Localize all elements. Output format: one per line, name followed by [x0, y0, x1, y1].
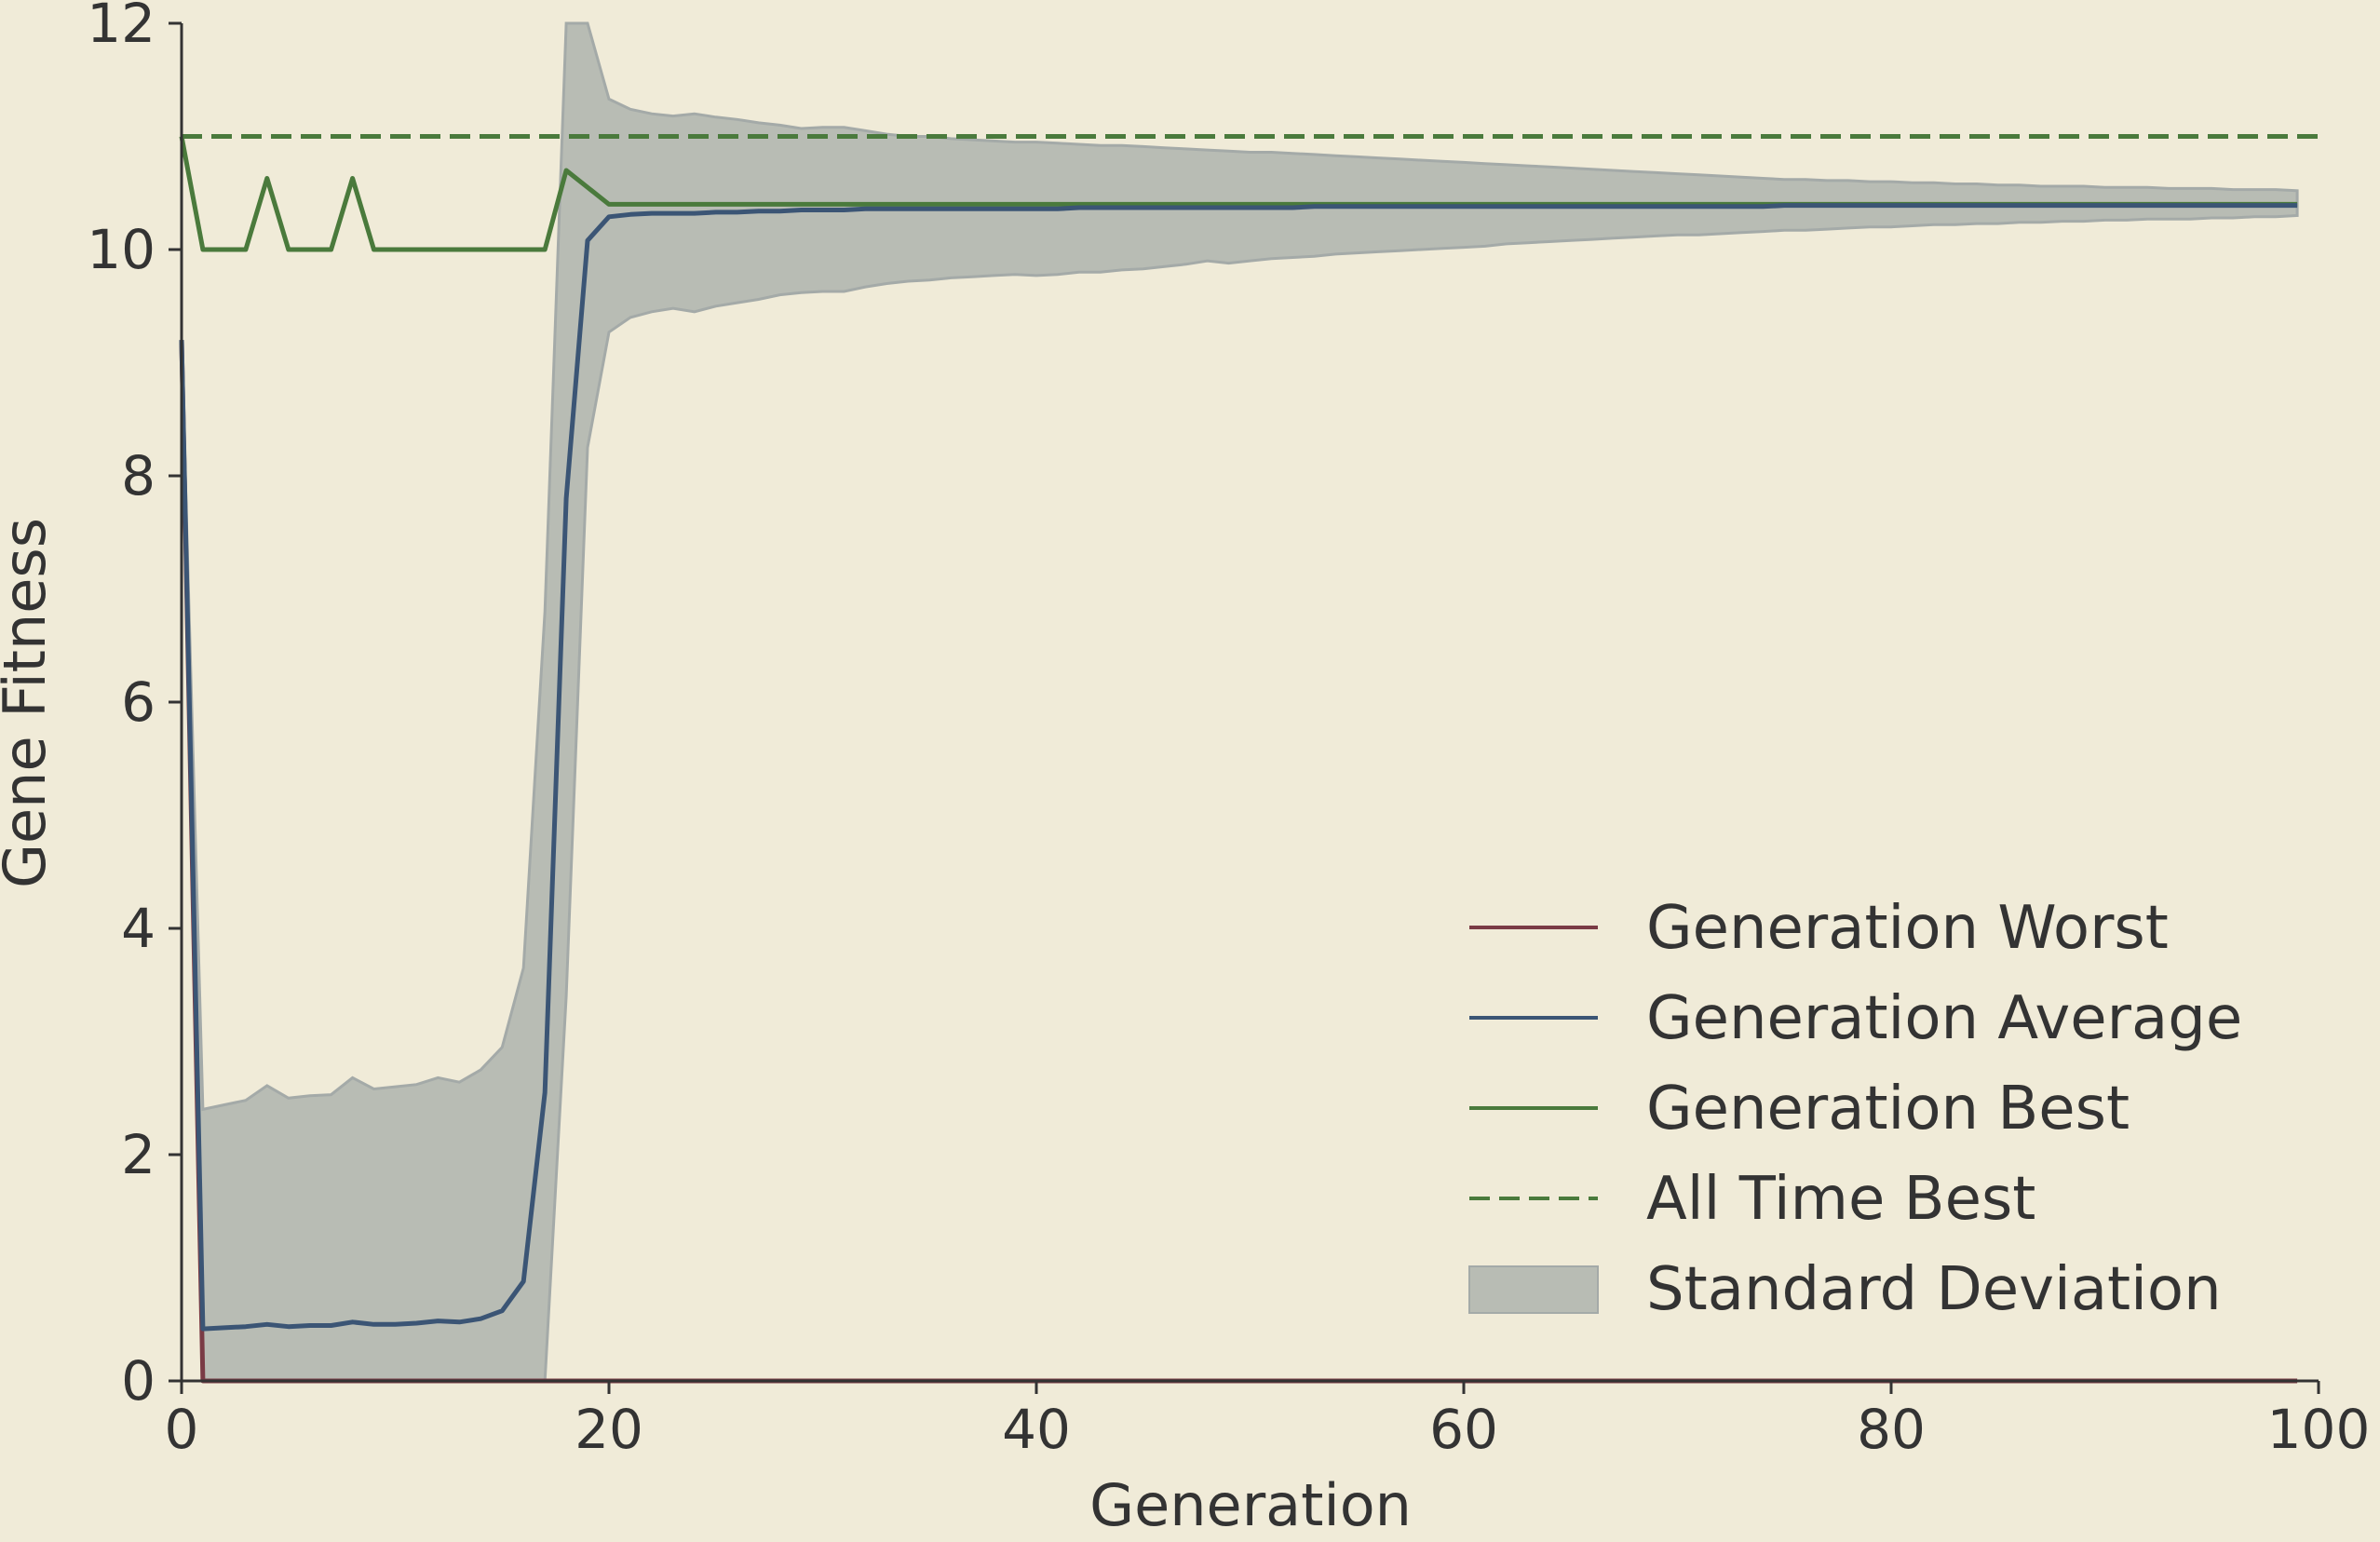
legend-label-average: Generation Average — [1646, 984, 2242, 1053]
y-tick-label: 4 — [121, 897, 156, 960]
y-tick-label: 0 — [121, 1349, 156, 1413]
y-tick-label: 12 — [87, 0, 156, 55]
y-ticks: 0 2 4 6 8 10 12 — [87, 0, 182, 1413]
legend: Generation Worst Generation Average Gene… — [1468, 894, 2242, 1324]
y-tick-label: 6 — [121, 670, 156, 734]
legend-label-worst: Generation Worst — [1646, 894, 2169, 963]
legend-label-all-time-best: All Time Best — [1646, 1165, 2035, 1234]
x-tick-label: 20 — [575, 1398, 643, 1461]
x-tick-label: 40 — [1002, 1398, 1071, 1461]
x-tick-label: 0 — [165, 1398, 199, 1461]
y-axis-title: Gene Fitness — [0, 518, 59, 888]
x-axis-title: Generation — [1089, 1471, 1412, 1539]
legend-swatch-std-deviation — [1468, 1265, 1599, 1314]
y-tick-label: 2 — [121, 1123, 156, 1186]
legend-label-std-deviation: Standard Deviation — [1646, 1255, 2222, 1324]
x-tick-label: 100 — [2267, 1398, 2371, 1461]
y-tick-label: 8 — [121, 444, 156, 507]
x-tick-label: 60 — [1429, 1398, 1498, 1461]
legend-label-best: Generation Best — [1646, 1075, 2130, 1143]
x-tick-label: 80 — [1857, 1398, 1926, 1461]
y-tick-label: 10 — [87, 218, 156, 281]
x-ticks: 0 20 40 60 80 100 — [165, 1381, 2371, 1461]
average-line — [179, 203, 2298, 1332]
